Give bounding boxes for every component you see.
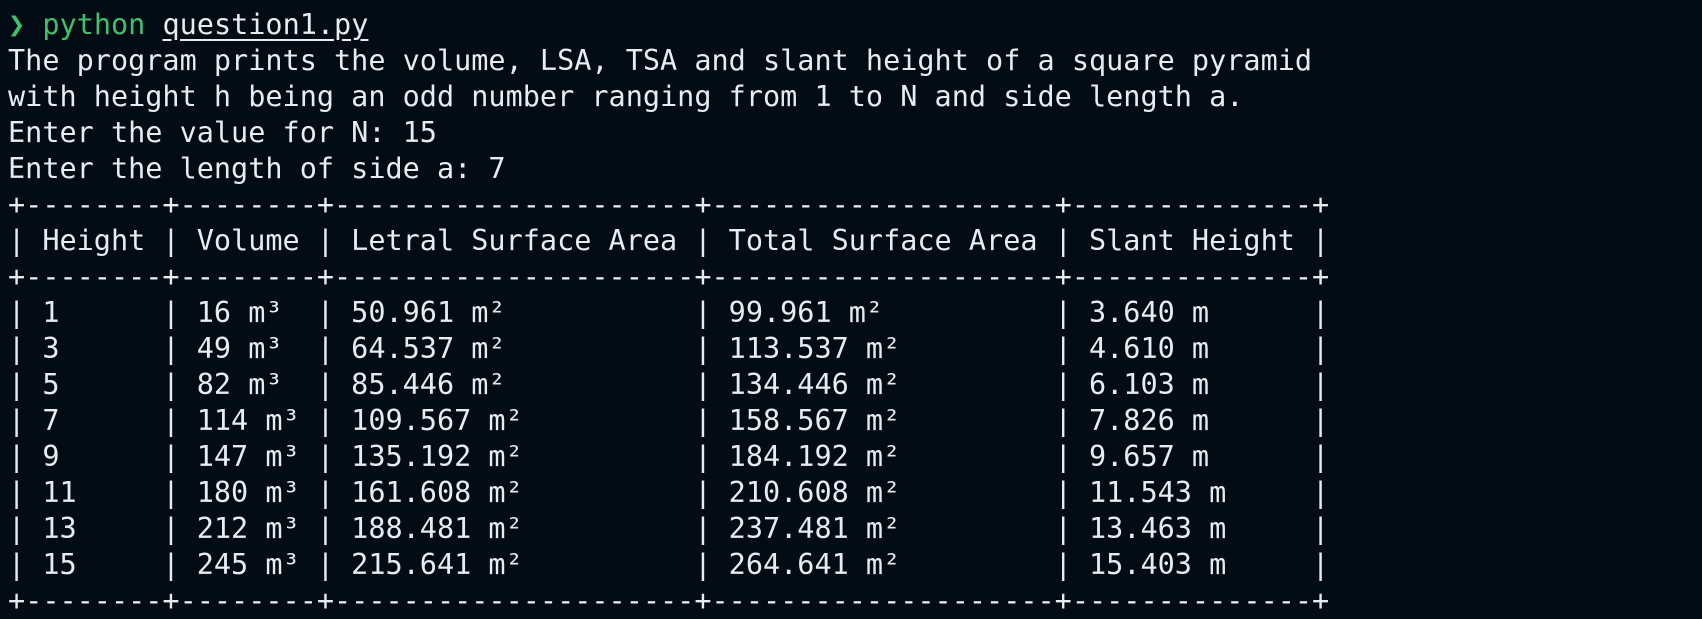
table-border-header: +--------+--------+---------------------… (8, 260, 1330, 293)
table-row: | 9 | 147 m³ | 135.192 m² | 184.192 m² |… (8, 440, 1330, 473)
command-line: ❯ python question1.py (8, 7, 1698, 43)
table-row: | 5 | 82 m³ | 85.446 m² | 134.446 m² | 6… (8, 368, 1330, 401)
results-table: +--------+--------+---------------------… (8, 187, 1698, 619)
table-row: | 15 | 245 m³ | 215.641 m² | 264.641 m² … (8, 548, 1330, 581)
table-row: | 3 | 49 m³ | 64.537 m² | 113.537 m² | 4… (8, 332, 1330, 365)
input-n-line: Enter the value for N: 15 (8, 116, 437, 149)
table-border-top: +--------+--------+---------------------… (8, 188, 1330, 221)
prompt-arrow-icon: ❯ (8, 8, 26, 41)
table-header-row: | Height | Volume | Letral Surface Area … (8, 224, 1330, 257)
table-row: | 11 | 180 m³ | 161.608 m² | 210.608 m² … (8, 476, 1330, 509)
intro-line-1: The program prints the volume, LSA, TSA … (8, 44, 1313, 77)
terminal-window: ❯ python question1.py The program prints… (8, 7, 1698, 619)
table-body: | 1 | 16 m³ | 50.961 m² | 99.961 m² | 3.… (8, 295, 1698, 583)
command-name: python (42, 8, 146, 41)
table-row: | 13 | 212 m³ | 188.481 m² | 237.481 m² … (8, 512, 1330, 545)
table-border-bottom: +--------+--------+---------------------… (8, 584, 1330, 617)
command-argument: question1.py (162, 8, 369, 41)
input-a-line: Enter the length of side a: 7 (8, 152, 506, 185)
table-row: | 7 | 114 m³ | 109.567 m² | 158.567 m² |… (8, 404, 1330, 437)
intro-line-2: with height h being an odd number rangin… (8, 80, 1244, 113)
table-row: | 1 | 16 m³ | 50.961 m² | 99.961 m² | 3.… (8, 296, 1330, 329)
